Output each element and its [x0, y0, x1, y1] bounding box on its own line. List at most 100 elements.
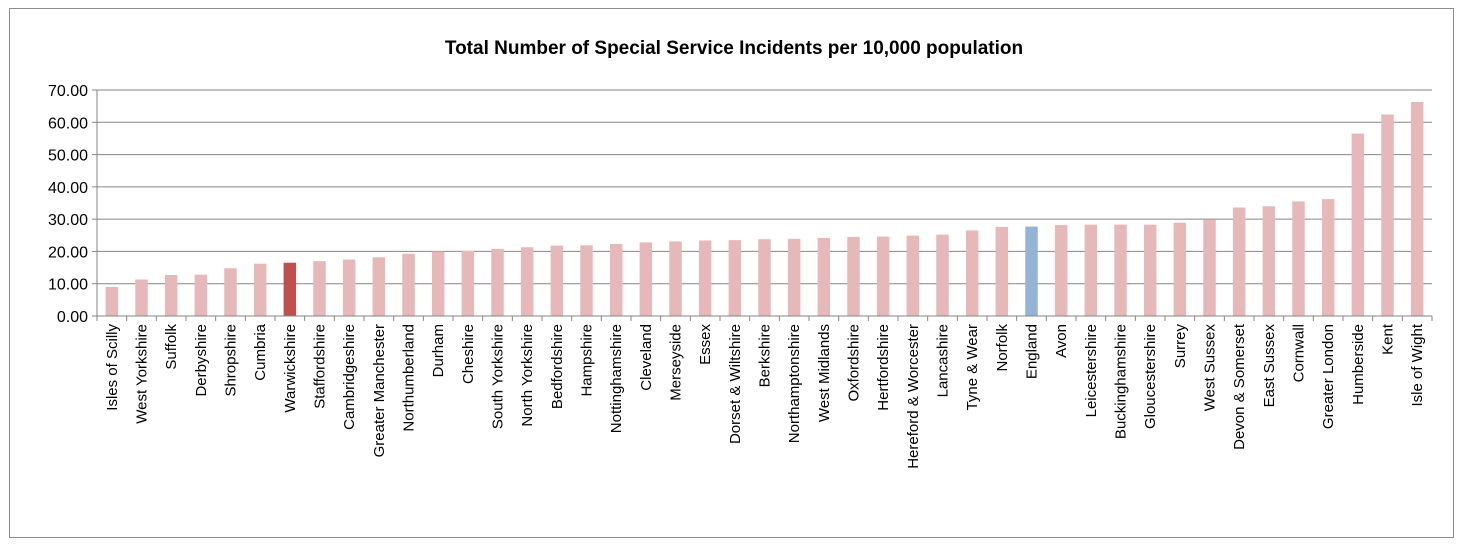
x-tick-label: Gloucestershire [1142, 324, 1159, 429]
x-tick-label: Buckinghamshire [1113, 324, 1130, 439]
bar [1084, 224, 1098, 316]
bar [283, 262, 297, 316]
x-tick-label: Cumbria [252, 323, 269, 380]
x-tick-label: West Yorkshire [134, 324, 151, 424]
bar [194, 274, 208, 316]
x-tick-label: Derbyshire [193, 324, 210, 397]
y-tick-label: 0.00 [57, 309, 88, 326]
bar [1321, 199, 1335, 316]
bar [1381, 114, 1394, 316]
bar [669, 241, 682, 316]
bar [876, 236, 890, 316]
x-tick-label: Leicestershire [1083, 324, 1100, 417]
x-tick-label: South Yorkshire [490, 324, 507, 429]
bar [1232, 207, 1246, 316]
bar [1351, 133, 1365, 316]
y-tick-label: 60.00 [48, 115, 88, 132]
bar [728, 240, 742, 316]
bar [105, 286, 119, 316]
bar [1173, 222, 1187, 316]
x-tick-label: Bedfordshire [549, 324, 566, 409]
y-tick-label: 40.00 [48, 180, 88, 197]
x-tick-label: Northumberland [401, 324, 418, 432]
x-tick-label: Staffordshire [312, 324, 329, 409]
y-axis: 0.00 10.00 20.00 30.00 40.00 50.00 60.00 70.00 [48, 83, 98, 326]
x-axis: Isles of Scilly West Yorkshire Suffolk Derb… [96, 315, 1433, 469]
bar [995, 226, 1009, 316]
bar [431, 251, 445, 316]
x-tick-label: Humberside [1350, 324, 1367, 405]
bar [372, 257, 386, 316]
x-tick-label: East Sussex [1261, 324, 1278, 408]
bar [1143, 224, 1157, 316]
bar [402, 253, 415, 316]
bar [253, 263, 267, 316]
bar [817, 237, 831, 316]
bar [520, 247, 534, 316]
bar [164, 274, 178, 316]
y-tick-label: 20.00 [48, 244, 88, 261]
bar [847, 236, 860, 316]
x-tick-label: Warwickshire [282, 324, 299, 413]
x-tick-label: Norfolk [994, 324, 1011, 372]
bar [580, 245, 593, 316]
x-tick-label: Kent [1380, 323, 1397, 355]
bar [698, 240, 712, 316]
bar [550, 245, 564, 316]
bar [491, 248, 504, 316]
bar [758, 239, 771, 316]
x-tick-label: Greater Manchester [371, 324, 388, 457]
x-tick-label: Nottinghamshire [608, 324, 625, 433]
bar [787, 238, 801, 316]
x-tick-label: Hampshire [579, 324, 596, 397]
x-tick-label: Greater London [1320, 324, 1337, 429]
x-tick-label: Cheshire [460, 324, 477, 384]
x-tick-label: Shropshire [223, 324, 240, 397]
x-tick-label: England [1024, 324, 1041, 379]
y-tick-label: 10.00 [48, 277, 88, 294]
x-tick-label: Devon & Somerset [1231, 323, 1248, 450]
x-tick-label: Suffolk [163, 324, 180, 370]
x-tick-label: Durham [430, 324, 447, 377]
bar [342, 259, 356, 316]
x-tick-label: Isles of Scilly [104, 324, 121, 411]
y-tick-label: 50.00 [48, 148, 88, 165]
bar [1410, 101, 1424, 317]
bar [1025, 226, 1038, 316]
x-tick-label: Tyne & Wear [964, 324, 981, 410]
bar [1262, 206, 1276, 316]
bar [224, 268, 237, 316]
bar [135, 279, 148, 316]
x-tick-label: West Midlands [816, 324, 833, 422]
bar [1114, 224, 1127, 316]
x-tick-label: Essex [697, 324, 714, 365]
y-tick-label: 70.00 [48, 83, 88, 100]
chart-title: Total Number of Special Service Incident… [445, 38, 1023, 59]
x-tick-label: Cambridgeshire [341, 324, 358, 430]
bar [965, 230, 979, 316]
bar [461, 250, 475, 316]
x-tick-label: Hereford & Worcester [905, 324, 922, 469]
x-tick-label: Cornwall [1291, 324, 1308, 382]
bars [105, 101, 1424, 317]
x-tick-label: Hertfordshire [875, 324, 892, 411]
x-tick-label: Surrey [1172, 324, 1189, 369]
bar [609, 244, 623, 316]
y-tick-label: 30.00 [48, 212, 88, 229]
bar [936, 234, 949, 316]
x-tick-label: West Sussex [1202, 324, 1219, 412]
x-tick-label: Avon [1053, 324, 1070, 358]
x-tick-label: Isle of Wight [1409, 323, 1426, 406]
x-tick-label: Oxfordshire [846, 324, 863, 402]
bar [639, 242, 653, 316]
bar [1054, 224, 1068, 316]
x-tick-label: Berkshire [757, 324, 774, 387]
bar [313, 261, 326, 316]
bar [1203, 219, 1216, 316]
x-tick-label: Dorset & Wiltshire [727, 324, 744, 444]
x-tick-label: Merseyside [668, 324, 685, 401]
x-tick-label: North Yorkshire [519, 324, 536, 427]
x-tick-label: Northamptonshire [786, 324, 803, 443]
x-tick-label: Lancashire [935, 324, 952, 397]
